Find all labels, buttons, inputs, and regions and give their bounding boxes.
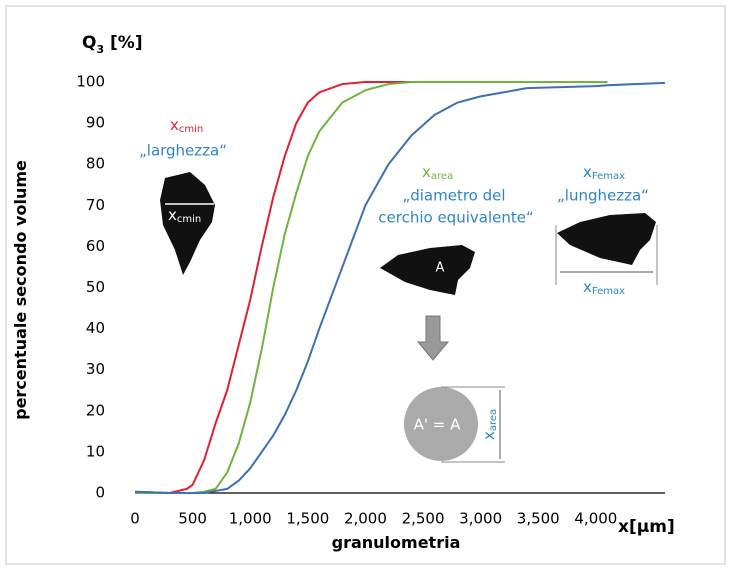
x-tick-label: 4,000 <box>574 510 617 528</box>
y-tick-label: 90 <box>86 114 105 132</box>
cmin-label: xcmin <box>170 116 203 136</box>
particle-cmin <box>160 172 215 275</box>
femax-label: xFemax <box>583 163 625 183</box>
x-tick-label: 500 <box>178 510 207 528</box>
y-tick-label: 60 <box>86 237 105 255</box>
arrow <box>416 315 450 361</box>
y-tick-label: 70 <box>86 196 105 214</box>
x-tick-label: 3,000 <box>459 510 502 528</box>
plot-area: 0 10 20 30 40 50 60 70 80 90 100 0 500 1,000 1,500 2,00… <box>76 73 666 528</box>
y-tick-label: 40 <box>86 319 105 337</box>
x-unit: x[μm] <box>618 517 675 537</box>
area-name: „diametro del <box>402 187 505 205</box>
area-shape-label: A <box>436 261 445 276</box>
femax-dim-label: xFemax <box>583 278 625 298</box>
label-base: x <box>168 206 177 224</box>
x-tick-label: 0 <box>130 510 140 528</box>
particle-femax <box>557 213 656 265</box>
femax-name: „lunghezza“ <box>557 187 649 205</box>
x-tick-label: 1,000 <box>229 510 272 528</box>
label-base: x <box>583 163 592 181</box>
x-tick-label: 2,000 <box>344 510 387 528</box>
y-tick-label: 30 <box>86 360 105 378</box>
label-base: x <box>170 116 179 134</box>
label-sub: area <box>488 409 499 431</box>
y-tick-label: 50 <box>86 278 105 296</box>
y-tick-label: 80 <box>86 155 105 173</box>
y-axis-label: percentuale secondo volume <box>11 160 30 420</box>
label-sub: Femax <box>592 286 625 297</box>
label-sub: area <box>431 171 453 182</box>
particle-area <box>380 245 475 295</box>
y-tick-label: 10 <box>86 442 105 460</box>
y-title-base: Q <box>82 33 96 53</box>
area-dim-label: xarea <box>480 409 500 440</box>
x-axis-label: granulometria <box>332 533 461 552</box>
x-tick-label: 2,500 <box>402 510 445 528</box>
y-tick-label: 100 <box>76 73 105 91</box>
cmin-name: „larghezza“ <box>139 142 227 160</box>
equivalent-circle <box>404 387 478 461</box>
y-title-rest: [%] <box>104 33 143 53</box>
frame <box>5 5 726 565</box>
label-base: x <box>480 431 498 440</box>
label-sub: Femax <box>592 171 625 182</box>
circle-label: A' = A <box>414 416 461 434</box>
label-sub: cmin <box>179 124 203 135</box>
cmin-inner: xcmin <box>168 206 201 226</box>
y-title: Q3 [%] <box>82 33 143 56</box>
series-line <box>134 81 666 494</box>
area-label: xarea <box>422 163 453 183</box>
label-base: x <box>583 278 592 296</box>
y-tick-label: 20 <box>86 401 105 419</box>
area-name: cerchio equivalente“ <box>378 209 533 227</box>
label-base: x <box>422 163 431 181</box>
x-tick-label: 3,500 <box>517 510 560 528</box>
y-title-sub: 3 <box>96 43 104 56</box>
label-sub: cmin <box>177 214 201 225</box>
x-tick-label: 1,500 <box>286 510 329 528</box>
series-line <box>135 81 608 494</box>
y-tick-label: 0 <box>95 484 105 502</box>
